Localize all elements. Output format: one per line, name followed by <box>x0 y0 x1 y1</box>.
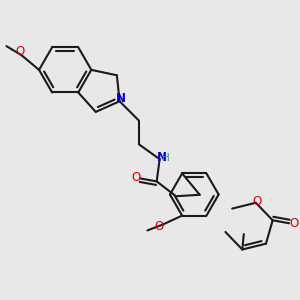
Text: O: O <box>252 195 261 208</box>
Text: N: N <box>157 151 167 164</box>
Text: O: O <box>131 171 140 184</box>
Text: H: H <box>162 153 170 163</box>
Text: O: O <box>15 45 24 58</box>
Text: O: O <box>289 217 298 230</box>
Text: N: N <box>116 92 126 105</box>
Text: O: O <box>154 220 164 233</box>
